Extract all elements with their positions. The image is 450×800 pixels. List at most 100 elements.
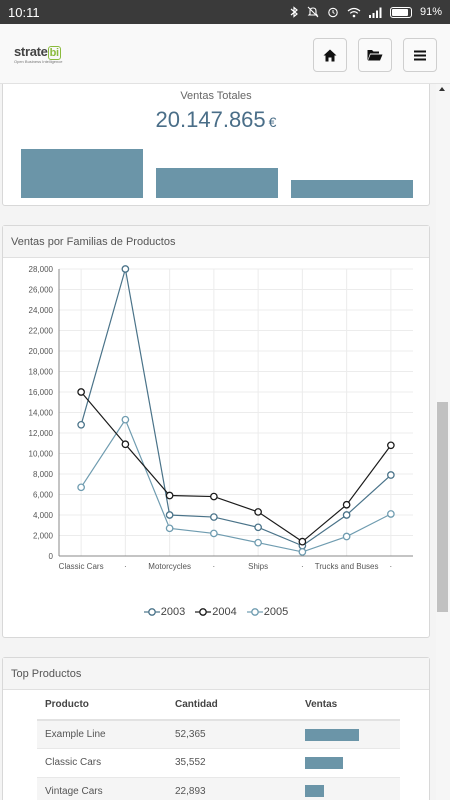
legend-item-2003[interactable]: 2003 [143, 606, 186, 618]
data-point-2004 [387, 441, 395, 450]
top-products-panel: Top Productos Producto Cantidad Ventas E… [2, 657, 430, 800]
cell-ventas [297, 720, 400, 749]
line-chart[interactable]: 0 2,000 4,000 6,000 8,000 10,000 12,000 14,000 1… [3, 259, 429, 599]
legend-item-2004[interactable]: 2004 [195, 606, 237, 618]
data-point-2005 [342, 532, 351, 541]
cell-producto: Example Line [37, 720, 167, 749]
menu-icon [414, 50, 426, 60]
data-point-2005 [298, 548, 307, 556]
top-navbar: strate bi Open Business Intelligence [0, 24, 450, 84]
data-point-2005 [387, 510, 395, 518]
open-folder-button[interactable] [358, 38, 392, 72]
data-point-2004 [210, 492, 218, 501]
series-line-2004 [80, 391, 392, 543]
data-point-2005 [165, 524, 174, 533]
signal-icon [368, 7, 382, 18]
series-line-2003 [80, 268, 392, 547]
data-point-2004 [254, 508, 262, 516]
y-tick-label: 18,000 [29, 368, 54, 377]
legend-marker-icon [246, 608, 263, 616]
kpi-amount: 20.147.865 [155, 107, 266, 132]
y-tick-label: 10,000 [29, 450, 54, 459]
status-time: 10:11 [8, 4, 40, 20]
ventas-bar [305, 728, 359, 741]
x-tick-label: · [390, 562, 393, 571]
logo[interactable]: strate bi Open Business Intelligence [14, 44, 68, 64]
y-tick-label: 12,000 [29, 429, 54, 438]
data-point-2005 [210, 529, 218, 538]
logo-subtitle: Open Business Intelligence [14, 59, 63, 64]
column-header-cantidad[interactable]: Cantidad [167, 690, 297, 721]
y-tick-label: 20,000 [29, 347, 54, 356]
legend-marker-icon [195, 608, 212, 616]
data-point-2004 [121, 440, 130, 449]
ventas-bar [305, 785, 324, 798]
kpi-bar [21, 149, 143, 198]
folder-open-icon [367, 50, 383, 61]
series-line-2005 [80, 418, 392, 553]
column-header-ventas[interactable]: Ventas [297, 690, 400, 721]
battery-percent: 91% [419, 6, 442, 18]
cell-cantidad: 52,365 [167, 720, 297, 749]
data-point-2003 [387, 471, 395, 479]
cell-cantidad: 22,893 [167, 777, 297, 800]
data-point-2004 [342, 500, 351, 509]
home-icon [323, 49, 337, 61]
table-header-row: Producto Cantidad Ventas [37, 690, 400, 721]
y-tick-label: 22,000 [29, 327, 54, 336]
mute-icon [307, 6, 319, 18]
y-tick-label: 6,000 [33, 491, 54, 500]
menu-button[interactable] [403, 38, 437, 72]
legend-label: 2004 [212, 606, 237, 618]
x-tick-label: · [213, 562, 216, 571]
data-point-2003 [121, 265, 130, 273]
products-table: Producto Cantidad Ventas Example Line 52… [37, 690, 400, 800]
legend-item-2005[interactable]: 2005 [246, 606, 289, 618]
x-tick-label: · [301, 562, 304, 571]
dashboard-content[interactable]: Ventas Totales 20.147.865 € Ventas por Fa… [0, 84, 436, 800]
y-tick-label: 28,000 [29, 265, 54, 274]
logo-text: strate [14, 44, 48, 59]
data-point-2005 [254, 538, 262, 547]
y-tick-label: 14,000 [29, 409, 54, 418]
kpi-panel: Ventas Totales 20.147.865 € [2, 84, 430, 206]
top-products-title: Top Productos [3, 658, 429, 690]
table-row[interactable]: Vintage Cars 22,893 [37, 777, 400, 800]
legend-label: 2005 [263, 606, 289, 618]
bluetooth-icon [290, 6, 298, 18]
kpi-value: 20.147.865 € [3, 107, 429, 133]
kpi-currency: € [268, 114, 277, 130]
x-tick-label: Classic Cars [59, 562, 104, 571]
y-tick-label: 16,000 [29, 388, 54, 397]
data-point-2003 [77, 420, 85, 429]
logo-bi: bi [47, 46, 61, 60]
x-tick-label: Motorcycles [148, 562, 191, 571]
data-point-2004 [298, 537, 307, 546]
home-button[interactable] [313, 38, 347, 72]
y-tick-label: 2,000 [33, 532, 54, 541]
cell-producto: Vintage Cars [37, 777, 167, 800]
legend-label: 2003 [160, 606, 186, 618]
kpi-title: Ventas Totales [180, 90, 252, 102]
scroll-up-arrow[interactable] [439, 87, 445, 91]
data-point-2004 [165, 491, 174, 500]
data-point-2003 [165, 511, 174, 519]
legend-marker-icon [143, 608, 160, 616]
data-point-2003 [254, 523, 262, 532]
battery-icon [389, 6, 412, 18]
x-tick-label: · [124, 562, 127, 571]
column-header-producto[interactable]: Producto [37, 690, 167, 721]
table-row[interactable]: Example Line 52,365 [37, 720, 400, 749]
data-point-2004 [77, 388, 85, 396]
wifi-icon [347, 7, 361, 17]
scrollbar-thumb[interactable] [437, 402, 448, 612]
table-row[interactable]: Classic Cars 35,552 [37, 748, 400, 778]
y-tick-label: 8,000 [33, 470, 54, 479]
y-tick-label: 26,000 [29, 286, 54, 295]
chart-legend: 2003 2004 2005 [3, 606, 429, 618]
kpi-bar [291, 180, 413, 198]
chart-panel-title: Ventas por Familias de Productos [3, 226, 429, 258]
cell-ventas [297, 748, 400, 778]
y-tick-label: 4,000 [33, 511, 54, 520]
chart-panel: Ventas por Familias de Productos 0 2,000 4… [2, 225, 430, 638]
